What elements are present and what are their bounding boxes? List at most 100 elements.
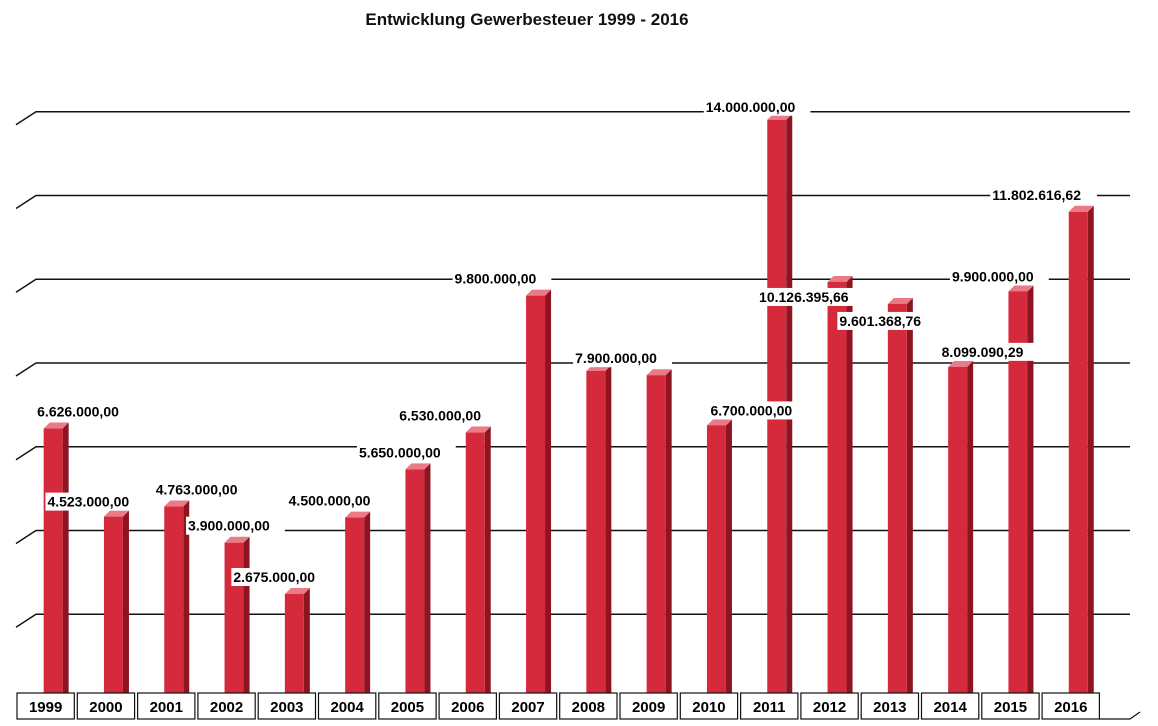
bar-side — [545, 289, 552, 706]
gridline — [15, 613, 1130, 628]
category-label: 2007 — [511, 699, 544, 716]
data-label-bg — [286, 491, 386, 510]
category-box — [317, 692, 377, 720]
bar — [827, 281, 847, 706]
category-box — [197, 692, 256, 720]
category-box — [137, 692, 196, 720]
data-label: 9.800.000,00 — [455, 271, 537, 287]
data-label: 3.900.000,00 — [188, 518, 270, 534]
bar-top — [887, 297, 913, 304]
bar — [706, 425, 726, 706]
category-label: 2003 — [270, 699, 303, 716]
bar — [164, 506, 184, 706]
category-label: 2000 — [89, 699, 122, 716]
data-label-bg — [708, 401, 808, 420]
category-box — [739, 692, 799, 720]
category-box — [378, 692, 437, 720]
data-label-bg — [186, 516, 285, 535]
gridline — [15, 362, 1130, 377]
category-box — [559, 692, 618, 720]
category-label: 2014 — [933, 699, 967, 716]
bar-top — [103, 510, 129, 517]
bar — [103, 516, 123, 706]
bar-side — [1027, 285, 1034, 706]
category-label: 2009 — [632, 699, 665, 716]
category-box — [438, 692, 498, 720]
category-label: 2008 — [572, 699, 605, 716]
bar-top — [1068, 205, 1094, 212]
category-box — [76, 692, 136, 720]
bar-top — [948, 360, 974, 367]
bar-top — [1008, 285, 1034, 292]
data-label: 6.530.000,00 — [399, 408, 481, 424]
bar — [948, 366, 968, 706]
bar — [1008, 291, 1028, 706]
category-label: 2016 — [1054, 699, 1087, 716]
bar-top — [284, 587, 310, 594]
data-label-bg — [837, 311, 937, 330]
category-box — [981, 692, 1040, 720]
bar — [284, 593, 304, 706]
data-label: 9.601.368,76 — [839, 313, 921, 329]
category-label: 1999 — [29, 699, 62, 716]
category-box — [679, 692, 739, 720]
bar — [465, 432, 485, 706]
bar — [586, 371, 606, 706]
bar-side — [183, 500, 190, 706]
data-label: 4.763.000,00 — [156, 482, 238, 498]
category-label: 2005 — [391, 699, 424, 716]
bar-side — [484, 426, 491, 706]
bar-side — [364, 511, 371, 706]
bar-side — [1087, 205, 1094, 706]
category-label: 2002 — [210, 699, 243, 716]
bar-side — [62, 422, 69, 706]
gridline — [15, 529, 1130, 545]
category-label: 2013 — [873, 699, 906, 716]
bar-side — [967, 360, 974, 706]
category-label: 2006 — [451, 699, 484, 716]
gridline — [15, 194, 1130, 210]
category-label: 2001 — [150, 699, 183, 716]
bar-side — [725, 419, 732, 706]
category-box — [16, 692, 75, 720]
chart-title: Entwicklung Gewerbesteuer 1999 - 2016 — [365, 10, 688, 29]
bar-side — [906, 297, 913, 706]
data-label: 8.099.090,29 — [942, 344, 1024, 360]
data-label-bg — [45, 492, 145, 511]
category-box — [1041, 692, 1100, 720]
bar-top — [164, 500, 190, 507]
data-label: 7.900.000,00 — [575, 350, 657, 366]
bar-side — [122, 510, 129, 706]
category-axis: 1999 2000 2001 2002 2003 2004 2005 2006 2007 2008… — [16, 692, 1141, 720]
data-label-bg — [573, 349, 672, 368]
category-label: 2012 — [813, 699, 846, 716]
data-label-bg — [356, 443, 456, 462]
bar-top — [43, 422, 69, 429]
bar-side — [243, 536, 250, 706]
data-label: 14.000.000,00 — [706, 99, 796, 115]
bar-side — [665, 369, 672, 706]
data-label-bg — [397, 406, 497, 425]
bar-top — [827, 275, 853, 282]
category-label: 2011 — [753, 699, 786, 716]
data-label-bg — [703, 97, 811, 116]
bar-side — [424, 463, 431, 706]
data-label-bg — [35, 402, 134, 421]
bar-side — [605, 365, 612, 706]
bar — [405, 469, 425, 706]
bar-top — [646, 369, 672, 376]
category-label: 2015 — [994, 699, 1027, 716]
bar-side — [846, 275, 853, 706]
data-label-bg — [949, 267, 1049, 286]
data-label-bg — [757, 287, 864, 306]
bar-top — [706, 419, 732, 426]
category-box — [860, 692, 920, 720]
bar-top — [465, 426, 491, 433]
bar — [345, 517, 365, 706]
bar-top — [405, 463, 431, 470]
bar — [43, 428, 63, 706]
category-box — [920, 692, 980, 720]
gridline — [15, 446, 1130, 461]
category-label: 2010 — [692, 699, 725, 716]
